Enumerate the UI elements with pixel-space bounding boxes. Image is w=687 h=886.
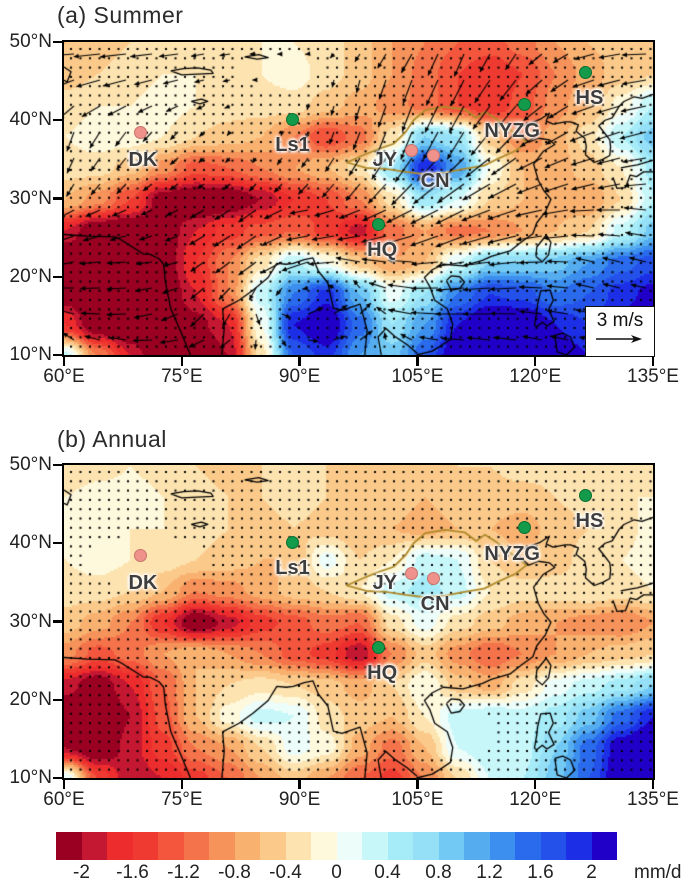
x-tickmark — [180, 780, 183, 789]
wind-scale-legend: 3 m/s — [585, 306, 655, 357]
x-tickmark — [62, 357, 66, 366]
colorbar-swatch — [336, 832, 362, 860]
colorbar-swatch — [591, 832, 617, 860]
panel-b-map: DK Ls1 JY CN NYZG HS HQ — [62, 463, 655, 780]
panel-b-title: (b) Annual — [57, 426, 167, 452]
x-tickmark — [651, 357, 655, 366]
colorbar-tick-label: -2 — [73, 862, 90, 883]
colorbar-tick-label: -1.2 — [167, 862, 200, 883]
colorbar-unit: mm/d — [634, 862, 682, 883]
colorbar-swatch — [234, 832, 260, 860]
colorbar-tick-label: 0.4 — [374, 862, 401, 883]
colorbar-tick-label: 0.8 — [425, 862, 452, 883]
x-tickmark — [416, 357, 419, 366]
colorbar-swatch — [260, 832, 286, 860]
y-tickmark — [53, 197, 62, 200]
colorbar — [56, 832, 617, 860]
wind-scale-label: 3 m/s — [596, 310, 644, 331]
colorbar-swatch — [515, 832, 541, 860]
x-tickmark — [298, 780, 301, 789]
colorbar-swatch — [387, 832, 413, 860]
annual-map-canvas — [64, 465, 653, 778]
panel-a-map: DK Ls1 JY CN NYZG HS HQ 3 m/s — [62, 40, 655, 357]
colorbar-tick-label: -0.4 — [269, 862, 302, 883]
y-tickmark — [53, 776, 62, 780]
y-tick-label: 50°N — [9, 454, 52, 475]
y-tickmark — [53, 119, 62, 122]
colorbar-swatch — [311, 832, 337, 860]
x-tickmark — [534, 780, 537, 789]
x-tickmark — [62, 780, 66, 789]
y-tickmark — [53, 463, 62, 467]
y-tickmark — [53, 620, 62, 623]
colorbar-swatch — [183, 832, 209, 860]
colorbar-tick-label: 1.6 — [527, 862, 554, 883]
y-tick-label: 20°N — [9, 265, 52, 287]
colorbar-swatch — [362, 832, 388, 860]
colorbar-tick-label: -0.8 — [218, 862, 251, 883]
summer-map-canvas — [64, 42, 653, 355]
x-tick-label: 105°E — [391, 366, 444, 387]
colorbar-swatch — [540, 832, 566, 860]
x-tick-label: 120°E — [509, 366, 562, 387]
x-tick-label: 90°E — [278, 366, 321, 387]
colorbar-swatch — [132, 832, 158, 860]
y-tick-label: 50°N — [9, 31, 52, 52]
x-tick-label: 75°E — [161, 366, 203, 387]
y-tick-label: 10°N — [9, 767, 52, 788]
y-tickmark — [53, 353, 62, 357]
colorbar-swatch — [158, 832, 184, 860]
y-tick-label: 40°N — [9, 109, 52, 131]
y-tick-label: 30°N — [9, 187, 52, 209]
x-tick-label: 90°E — [278, 789, 321, 810]
y-tick-label: 30°N — [9, 610, 52, 632]
colorbar-swatch — [489, 832, 515, 860]
x-tick-label: 60°E — [43, 366, 85, 387]
y-tick-label: 20°N — [9, 688, 52, 710]
y-tick-label: 40°N — [9, 532, 52, 554]
x-tick-label: 135°E — [627, 789, 679, 810]
y-tickmark — [53, 542, 62, 545]
colorbar-swatch — [464, 832, 490, 860]
colorbar-tick-label: 1.2 — [476, 862, 503, 883]
colorbar-swatch — [413, 832, 439, 860]
y-tickmark — [53, 275, 62, 278]
colorbar-tick-label: 2 — [586, 862, 597, 883]
colorbar-swatch — [285, 832, 311, 860]
x-tickmark — [651, 780, 655, 789]
colorbar-swatch — [566, 832, 592, 860]
colorbar-swatch — [56, 832, 82, 860]
x-tick-label: 105°E — [391, 789, 444, 810]
panel-a-title: (a) Summer — [57, 2, 184, 28]
x-tickmark — [534, 357, 537, 366]
y-tick-label: 10°N — [9, 344, 52, 365]
x-tick-label: 120°E — [509, 789, 562, 810]
x-tickmark — [298, 357, 301, 366]
x-tick-label: 135°E — [627, 366, 679, 387]
wind-scale-arrow-icon — [596, 335, 642, 343]
colorbar-swatch — [209, 832, 235, 860]
colorbar-tick-label: 0 — [331, 862, 342, 883]
x-tickmark — [180, 357, 183, 366]
y-tickmark — [53, 40, 62, 44]
colorbar-tick-label: -1.6 — [116, 862, 149, 883]
colorbar-swatch — [107, 832, 133, 860]
colorbar-swatch — [81, 832, 107, 860]
x-tickmark — [416, 780, 419, 789]
x-tick-label: 60°E — [43, 789, 85, 810]
x-tick-label: 75°E — [161, 789, 203, 810]
colorbar-swatch — [438, 832, 464, 860]
y-tickmark — [53, 698, 62, 701]
